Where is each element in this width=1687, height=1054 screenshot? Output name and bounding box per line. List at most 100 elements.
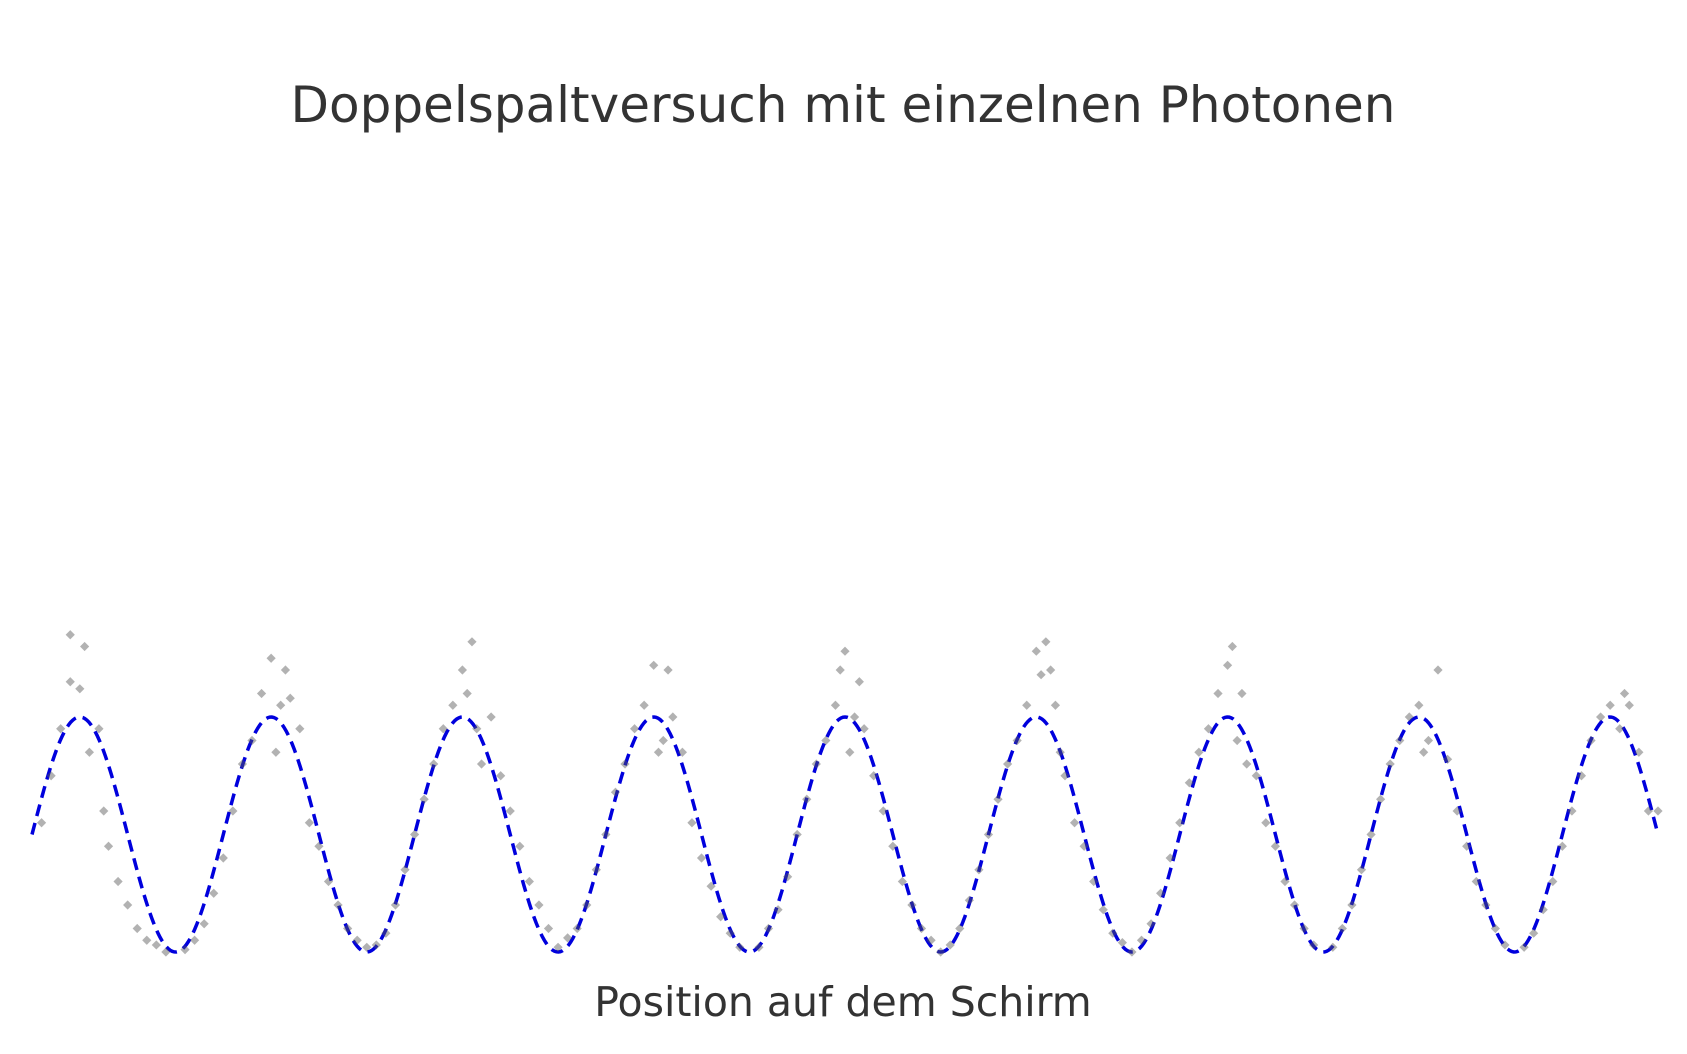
photon-point [524, 876, 534, 887]
photon-points-layer [36, 630, 1663, 957]
photon-point [974, 865, 984, 875]
photon-point [572, 923, 582, 934]
photon-point [1538, 905, 1548, 915]
photon-point [802, 794, 812, 804]
photon-point [1098, 905, 1108, 915]
photon-point [725, 928, 735, 938]
photon-point [280, 665, 291, 675]
photon-point [591, 865, 601, 875]
photon-point [888, 841, 898, 851]
photon-point [285, 693, 295, 703]
photon-point [610, 787, 621, 797]
photon-point [1490, 923, 1500, 934]
photon-point [1557, 841, 1567, 851]
photon-point [472, 724, 482, 734]
photon-point [1423, 735, 1434, 746]
photon-point [663, 665, 673, 675]
photon-point [926, 935, 936, 945]
photon-point [75, 684, 85, 694]
photon-point [706, 881, 716, 891]
photon-point [218, 853, 228, 863]
photon-point [1586, 735, 1596, 746]
photon-point [1222, 660, 1233, 670]
photon-point [878, 806, 888, 816]
photon-point [1089, 876, 1099, 887]
photon-point [1003, 759, 1013, 769]
photon-point [1146, 919, 1156, 929]
photon-point [1356, 865, 1367, 875]
photon-point [1069, 818, 1080, 828]
photon-point [151, 940, 161, 950]
photon-point [1046, 665, 1056, 675]
photon-point [209, 888, 219, 898]
photon-point [1395, 735, 1405, 746]
photon-point [1289, 900, 1300, 910]
photon-point [323, 876, 334, 887]
photon-point [1242, 759, 1252, 769]
photon-point [362, 942, 372, 952]
photon-point [429, 759, 439, 769]
photon-point [1237, 688, 1247, 699]
photon-point [448, 700, 458, 710]
photon-point [65, 630, 75, 640]
photon-point [964, 895, 974, 905]
photon-point [601, 829, 611, 840]
photon-point [190, 935, 200, 945]
photon-point [993, 794, 1003, 804]
photon-point [1376, 794, 1386, 804]
photon-point [687, 818, 697, 828]
photon-point [515, 841, 525, 851]
photon-point [476, 759, 487, 769]
photon-point [1041, 637, 1051, 647]
photon-point [381, 928, 391, 938]
photon-point [835, 665, 845, 675]
photon-point [582, 900, 592, 910]
photon-point [668, 712, 678, 722]
photon-point [629, 724, 640, 734]
photon-point [1156, 888, 1166, 898]
photon-point [1232, 735, 1242, 746]
photon-point [1309, 940, 1319, 950]
photon-point [1337, 923, 1347, 934]
x-axis-label: Position auf dem Schirm [594, 978, 1092, 1026]
photon-point [1471, 876, 1481, 887]
photon-point [907, 900, 917, 910]
photon-point [658, 735, 668, 746]
photon-point [859, 724, 869, 734]
photon-point [1203, 724, 1214, 734]
photon-point [1194, 747, 1204, 757]
interference-curve-layer [30, 715, 1660, 954]
photon-point [763, 923, 774, 934]
photon-point [1165, 853, 1175, 863]
photon-point [271, 747, 281, 757]
photon-point [266, 653, 276, 663]
photon-point [955, 923, 965, 934]
photon-point [696, 853, 707, 863]
photon-point [132, 923, 142, 934]
photon-point [1596, 712, 1606, 722]
photon-point [716, 912, 726, 922]
photon-point [845, 747, 855, 757]
photon-point [754, 942, 764, 952]
photon-point [505, 806, 515, 816]
photon-point [84, 747, 94, 757]
photon-point [199, 919, 209, 929]
photon-point [123, 900, 133, 910]
photon-point [1270, 841, 1281, 851]
photon-point [333, 900, 343, 910]
photon-point [677, 747, 687, 757]
chart-title: Doppelspaltversuch mit einzelnen Photone… [290, 76, 1395, 134]
photon-point [649, 660, 659, 670]
photon-point [563, 933, 573, 943]
photon-point [1567, 806, 1577, 816]
photon-point [1452, 806, 1462, 816]
photon-point [1481, 900, 1491, 910]
photon-point [1433, 665, 1443, 675]
photon-point [1184, 778, 1194, 788]
interference-curve [30, 715, 1660, 954]
photon-point [1442, 754, 1453, 764]
photon-point [735, 942, 745, 952]
photon-point [1280, 876, 1290, 887]
photon-point [1108, 928, 1118, 938]
photon-point [1036, 670, 1046, 680]
